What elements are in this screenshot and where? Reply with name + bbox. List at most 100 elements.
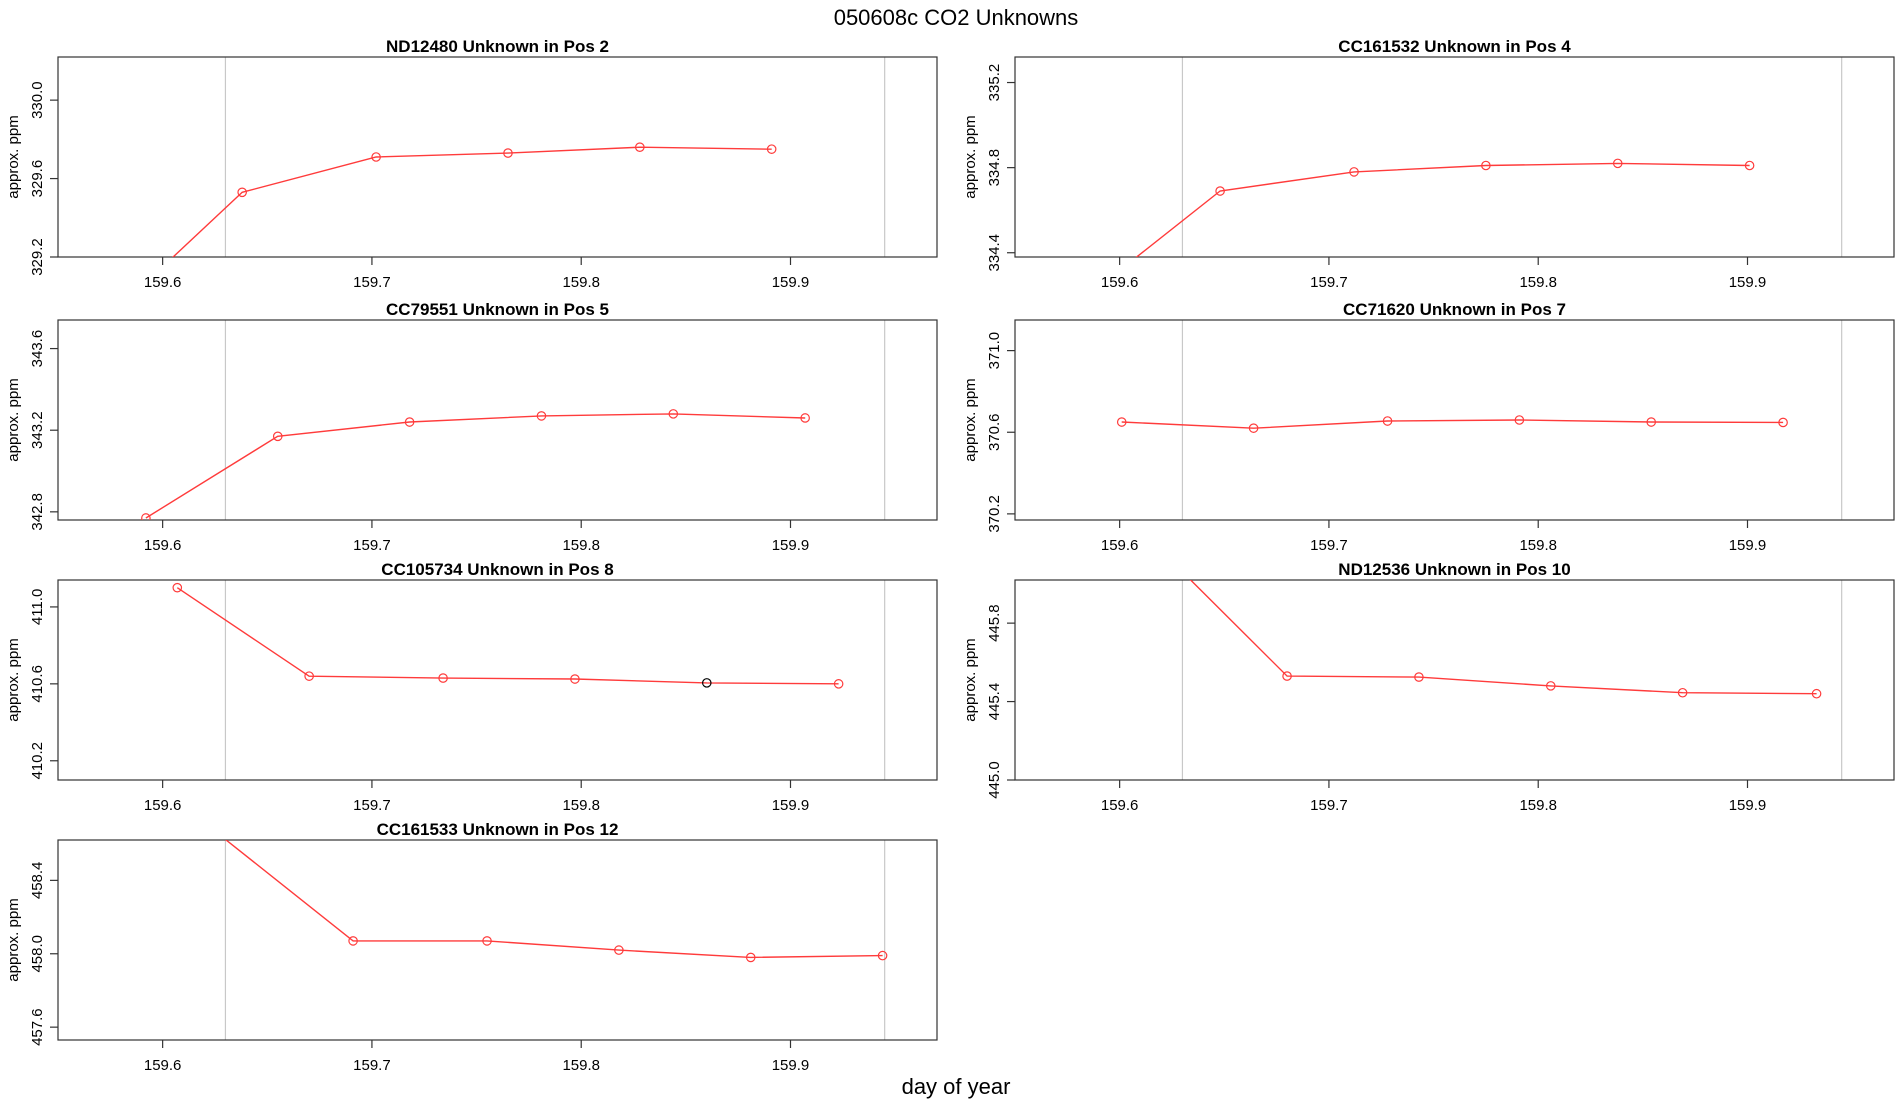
panel-title: ND12536 Unknown in Pos 10 xyxy=(1338,560,1570,579)
plot-frame xyxy=(57,839,938,1041)
y-axis-label: approx. ppm xyxy=(962,638,979,721)
y-tick-label: 342.8 xyxy=(29,493,46,531)
y-tick-label: 334.8 xyxy=(986,149,1003,187)
data-point xyxy=(1215,186,1225,196)
y-tick-label: 457.6 xyxy=(29,1008,46,1046)
data-point xyxy=(141,513,151,520)
plot-frame xyxy=(1014,56,1895,258)
plot-frame xyxy=(1014,319,1895,521)
y-axis-label: approx. ppm xyxy=(962,115,979,198)
x-tick-label: 159.8 xyxy=(1519,274,1557,291)
data-point xyxy=(237,187,247,198)
x-tick-label: 159.9 xyxy=(772,274,810,291)
data-point xyxy=(1744,160,1755,171)
data-point xyxy=(172,582,183,593)
y-tick-label: 370.6 xyxy=(986,413,1003,451)
data-point xyxy=(1084,291,1092,299)
x-tick-label: 159.7 xyxy=(1310,537,1348,554)
data-point xyxy=(701,678,712,688)
panel-6: ND12536 Unknown in Pos 10 159.6 159.7 159.8… xyxy=(962,541,1895,814)
data-point xyxy=(215,830,223,838)
series-line xyxy=(176,587,839,685)
data-point xyxy=(1514,415,1525,425)
x-tick-label: 159.8 xyxy=(562,797,600,814)
data-series xyxy=(172,142,777,257)
data-point xyxy=(1481,160,1491,171)
figure-title: 050608c CO2 Unknowns xyxy=(834,5,1079,30)
x-tick-label: 159.6 xyxy=(144,537,182,554)
x-tick-label: 159.7 xyxy=(353,797,391,814)
y-tick-label: 329.6 xyxy=(29,160,46,198)
y-axis-label: approx. ppm xyxy=(962,378,979,461)
panel-title: CC161532 Unknown in Pos 4 xyxy=(1338,37,1571,56)
y-tick-label: 370.2 xyxy=(986,495,1003,533)
y-tick-label: 445.4 xyxy=(986,683,1003,721)
panel-4: CC71620 Unknown in Pos 7 159.6 159.7 159.8 1… xyxy=(962,300,1895,554)
panel-title: CC105734 Unknown in Pos 8 xyxy=(381,560,613,579)
x-tick-label: 159.6 xyxy=(144,274,182,291)
series-line xyxy=(145,413,806,519)
x-tick-label: 159.9 xyxy=(1729,274,1767,291)
data-series xyxy=(172,582,844,689)
data-point xyxy=(1811,688,1822,699)
x-tick-label: 159.7 xyxy=(1310,797,1348,814)
x-tick-label: 159.8 xyxy=(1519,537,1557,554)
data-series xyxy=(215,830,888,963)
data-point xyxy=(348,936,358,946)
data-point xyxy=(1349,167,1359,177)
data-point xyxy=(1677,687,1688,698)
data-series xyxy=(1151,541,1822,699)
panel-title: CC161533 Unknown in Pos 12 xyxy=(377,820,619,839)
plot-frame xyxy=(1014,579,1895,781)
figure-x-axis-label: day of year xyxy=(902,1074,1011,1099)
y-axis-label: approx. ppm xyxy=(5,898,22,981)
x-tick-label: 159.6 xyxy=(1101,274,1139,291)
chart-panels: ND12480 Unknown in Pos 2 159.6 159.7 159.8 1… xyxy=(5,37,1895,1074)
x-tick-label: 159.9 xyxy=(772,1057,810,1074)
data-point xyxy=(536,411,547,421)
plot-frame xyxy=(57,319,938,521)
x-tick-label: 159.6 xyxy=(1101,797,1139,814)
x-tick-label: 159.7 xyxy=(1310,274,1348,291)
y-tick-label: 458.0 xyxy=(29,935,46,973)
y-axis-label: approx. ppm xyxy=(5,638,22,721)
panel-title: ND12480 Unknown in Pos 2 xyxy=(386,37,609,56)
series-line xyxy=(172,146,772,257)
data-point xyxy=(833,679,844,689)
data-point xyxy=(371,152,381,162)
y-tick-label: 343.6 xyxy=(29,330,46,368)
data-series xyxy=(1084,158,1755,299)
data-point xyxy=(570,674,580,684)
data-point xyxy=(404,417,415,427)
x-tick-label: 159.9 xyxy=(1729,537,1767,554)
data-series xyxy=(141,409,810,520)
y-tick-label: 410.6 xyxy=(29,665,46,703)
data-point xyxy=(503,148,513,158)
panel-1: ND12480 Unknown in Pos 2 159.6 159.7 159.8 1… xyxy=(5,37,938,291)
y-tick-label: 371.0 xyxy=(986,332,1003,370)
x-tick-label: 159.6 xyxy=(144,797,182,814)
x-tick-label: 159.7 xyxy=(353,537,391,554)
y-tick-label: 334.4 xyxy=(986,234,1003,272)
data-point xyxy=(1151,541,1159,549)
data-point xyxy=(438,673,448,683)
panel-5: CC105734 Unknown in Pos 8 159.6 159.7 159.8… xyxy=(5,560,938,814)
x-tick-label: 159.7 xyxy=(353,1057,391,1074)
plot-frame xyxy=(57,56,938,258)
data-point xyxy=(1414,672,1424,682)
panel-3: CC79551 Unknown in Pos 5 159.6 159.7 159.8 1… xyxy=(5,300,938,554)
y-tick-label: 445.0 xyxy=(986,761,1003,799)
panel-title: CC71620 Unknown in Pos 7 xyxy=(1343,300,1566,319)
data-point xyxy=(482,936,492,946)
data-point xyxy=(614,945,624,955)
series-line xyxy=(1189,580,1817,695)
y-axis-label: approx. ppm xyxy=(5,115,22,198)
data-point xyxy=(1282,671,1292,681)
x-tick-label: 159.8 xyxy=(562,274,600,291)
data-point xyxy=(635,142,645,152)
data-point xyxy=(1116,417,1127,427)
y-axis-label: approx. ppm xyxy=(5,378,22,461)
x-tick-label: 159.6 xyxy=(1101,537,1139,554)
data-point xyxy=(877,950,888,961)
